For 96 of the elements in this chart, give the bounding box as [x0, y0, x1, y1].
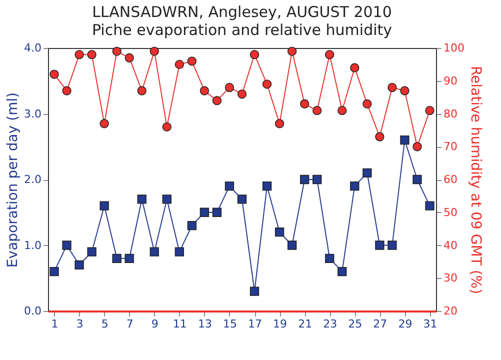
- point: [74, 260, 84, 270]
- x-tick-label: 17: [248, 318, 262, 330]
- point: [250, 286, 260, 296]
- chart-subtitle: Piche evaporation and relative humidity: [92, 21, 392, 39]
- point: [62, 240, 72, 250]
- point: [400, 135, 410, 145]
- point: [174, 60, 184, 70]
- y2-tick-label: 90: [444, 74, 458, 88]
- y2-tick-label: 20: [444, 304, 458, 318]
- point: [150, 247, 159, 256]
- point: [362, 99, 372, 108]
- y2-tick-label: 50: [444, 206, 458, 219]
- point: [124, 254, 134, 263]
- point: [62, 86, 72, 96]
- x-tick-label: 23: [323, 318, 338, 330]
- x-tick-label: 9: [151, 318, 158, 330]
- x-tick-label: 1: [51, 318, 58, 330]
- point: [200, 208, 210, 217]
- point: [375, 132, 384, 142]
- y2-tick-label: 30: [444, 272, 458, 285]
- point: [325, 50, 334, 60]
- point: [174, 247, 184, 256]
- x-tick-label: 3: [76, 318, 84, 330]
- point: [212, 208, 222, 217]
- x-tick-label: 13: [198, 318, 212, 330]
- point: [362, 168, 372, 178]
- point: [224, 82, 234, 92]
- point: [87, 247, 96, 256]
- y2-tick-label: 40: [444, 238, 458, 252]
- point: [412, 174, 422, 184]
- y-tick-label: 2.0: [24, 173, 42, 186]
- point: [212, 96, 222, 106]
- point: [425, 106, 434, 116]
- point: [262, 181, 272, 191]
- point: [338, 106, 347, 116]
- x-tick-label: 21: [298, 318, 312, 330]
- point: [350, 181, 360, 191]
- point: [338, 266, 347, 276]
- point: [237, 89, 247, 99]
- y-tick-label: 4.0: [24, 42, 42, 54]
- point: [50, 266, 59, 276]
- point: [200, 86, 210, 96]
- point: [325, 254, 334, 263]
- y-tick-label: 3.0: [24, 107, 42, 120]
- y-tick-label: 1.0: [24, 238, 42, 252]
- x-tick-label: 15: [222, 318, 237, 330]
- point: [388, 82, 397, 92]
- x-tick-label: 29: [398, 318, 412, 330]
- point: [274, 119, 284, 128]
- point: [274, 228, 284, 237]
- x-tick-label: 31: [423, 318, 438, 330]
- point: [74, 50, 84, 60]
- y2-axis-title: Relative humidity at 09 GMT (%): [467, 66, 484, 294]
- point: [50, 70, 59, 79]
- y2-tick-label: 70: [444, 140, 458, 154]
- point: [300, 174, 310, 184]
- point: [112, 254, 122, 263]
- point: [124, 53, 134, 62]
- point: [312, 106, 322, 116]
- point: [162, 194, 172, 204]
- point: [137, 86, 146, 96]
- point: [162, 122, 172, 132]
- point: [400, 86, 410, 96]
- point: [287, 240, 297, 250]
- x-tick-label: 5: [101, 318, 108, 330]
- x-tick-label: 27: [373, 318, 388, 330]
- x-tick-label: 11: [172, 318, 187, 330]
- point: [287, 46, 297, 56]
- point: [388, 240, 397, 250]
- point: [300, 99, 310, 108]
- point: [250, 50, 260, 60]
- chart-title: LLANSADWRN, Anglesey, AUGUST 2010: [92, 3, 392, 21]
- point: [262, 80, 272, 89]
- x-tick-label: 7: [126, 318, 134, 330]
- point: [150, 46, 159, 56]
- point: [425, 201, 434, 210]
- point: [375, 240, 384, 250]
- x-tick-label: 25: [348, 318, 362, 330]
- point: [112, 46, 122, 56]
- point: [187, 220, 197, 230]
- y-tick-label: 0.0: [24, 304, 42, 318]
- point: [312, 174, 322, 184]
- point: [100, 201, 109, 210]
- point: [137, 194, 146, 204]
- point: [237, 194, 247, 204]
- y2-tick-label: 80: [444, 107, 458, 120]
- y2-tick-label: 100: [444, 42, 464, 54]
- point: [412, 142, 422, 152]
- point: [100, 119, 109, 128]
- point: [87, 50, 96, 60]
- y2-tick-label: 60: [444, 173, 458, 186]
- point: [224, 181, 234, 191]
- y-axis-title: Evaporation per day (ml): [5, 92, 22, 268]
- point: [187, 56, 197, 66]
- x-tick-label: 19: [273, 318, 288, 330]
- point: [350, 63, 360, 72]
